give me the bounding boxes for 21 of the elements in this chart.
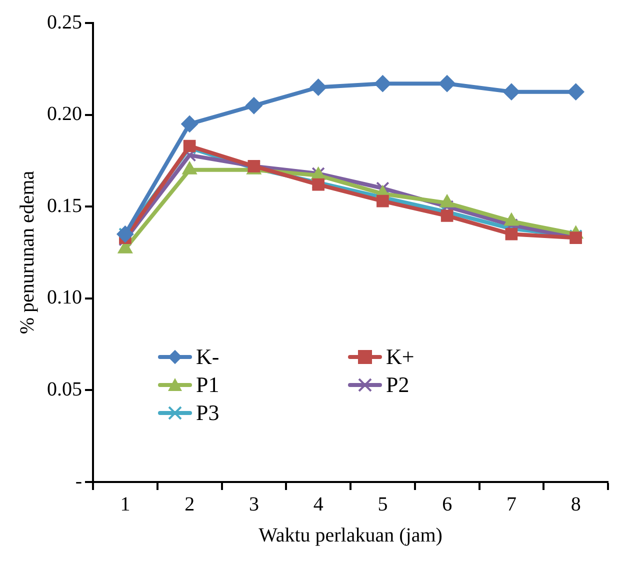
x-tick-label: 8 <box>570 493 581 516</box>
legend-label: P3 <box>196 400 220 426</box>
x-tick-label: 7 <box>506 493 516 516</box>
x-tick-label: 5 <box>378 493 388 516</box>
legend-label: K+ <box>386 344 414 370</box>
x-axis-title: Waktu perlakuan (jam) <box>258 524 442 546</box>
x-tick-label: 3 <box>248 493 259 516</box>
y-tick-label: 0.05 <box>47 378 82 400</box>
legend-label: K- <box>196 344 220 370</box>
y-tick-label: - <box>75 470 82 492</box>
x-tick-label: 2 <box>184 493 195 516</box>
x-tick-label: 4 <box>313 493 324 516</box>
y-tick-label: 0.20 <box>47 103 82 126</box>
y-tick-label: 0.25 <box>47 11 82 34</box>
legend-label: P2 <box>386 372 410 398</box>
y-tick-label: 0.15 <box>47 194 82 217</box>
y-axis-title: % penurunan edema <box>16 170 38 334</box>
x-tick-label: 1 <box>120 493 130 516</box>
y-tick-label: 0.10 <box>47 286 82 309</box>
x-tick-label: 6 <box>442 493 452 516</box>
legend-label: P1 <box>196 372 220 398</box>
